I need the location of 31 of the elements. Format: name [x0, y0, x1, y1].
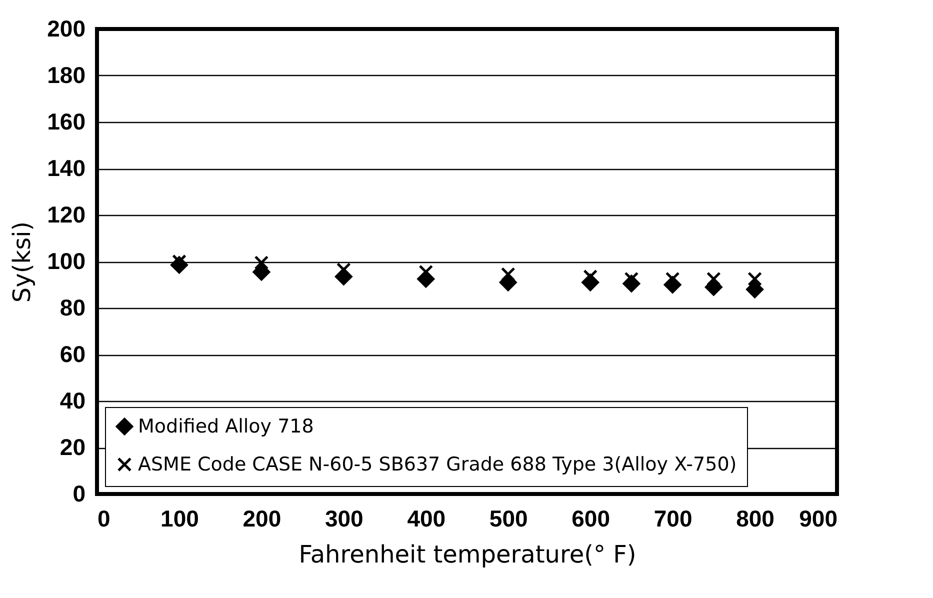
- y-tick-label: 80: [60, 294, 86, 320]
- x-tick-label: 900: [799, 506, 838, 532]
- point: [746, 280, 764, 298]
- point: [254, 255, 269, 270]
- x-tick-label: 700: [654, 506, 692, 532]
- x-tick-label: 600: [572, 506, 610, 532]
- x-tick-label: 100: [160, 506, 199, 532]
- y-tick-label: 0: [72, 480, 86, 506]
- x-tick-label: 300: [324, 506, 364, 532]
- legend-label: ASME Code CASE N-60-5 SB637 Grade 688 Type 3(Alloy X-750): [138, 454, 737, 476]
- x-tick-label: 500: [489, 506, 528, 532]
- y-tick-label: 140: [47, 155, 86, 181]
- y-tick-label: 60: [60, 341, 86, 367]
- x-tick-label: 400: [407, 506, 446, 532]
- x-tick-label: 800: [736, 506, 774, 532]
- y-tick-label: 200: [47, 16, 86, 42]
- point: [706, 272, 721, 286]
- point: [252, 263, 270, 281]
- y-tick-label: 20: [60, 434, 86, 460]
- legend-label: Modified Alloy 718: [138, 416, 314, 438]
- y-axis-title: Sy(ksi): [8, 221, 36, 303]
- y-tick-label: 100: [47, 248, 86, 274]
- y-tick-label: 40: [60, 388, 86, 414]
- y-tick-label: 120: [47, 202, 86, 228]
- point: [500, 267, 516, 282]
- y-tick-label: 180: [47, 62, 86, 88]
- x-tick-label: 0: [98, 506, 110, 532]
- x-tick-label: 200: [242, 506, 282, 532]
- y-tick-label: 160: [47, 108, 86, 134]
- x-axis-title: Fahrenheit temperature(° F): [298, 540, 636, 568]
- point: [748, 272, 762, 286]
